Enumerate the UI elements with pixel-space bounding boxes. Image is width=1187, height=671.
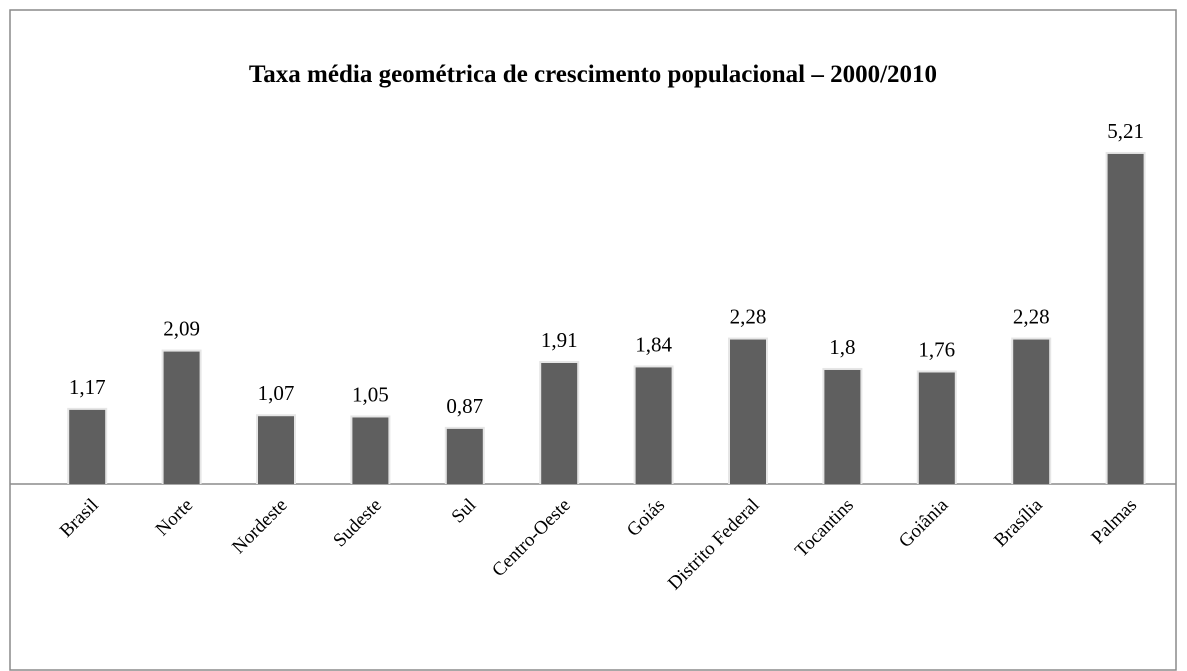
bar <box>541 363 578 484</box>
value-label: 1,8 <box>829 335 855 359</box>
bar <box>163 351 200 484</box>
value-label: 2,09 <box>163 317 200 341</box>
value-label: 0,87 <box>446 394 483 418</box>
bar <box>352 417 389 484</box>
value-label: 1,76 <box>918 338 955 362</box>
bar <box>918 372 955 484</box>
value-label: 1,07 <box>258 381 295 405</box>
bar <box>446 428 483 484</box>
value-label: 1,91 <box>541 328 578 352</box>
bar <box>824 369 861 484</box>
bar <box>258 416 294 484</box>
chart-frame <box>9 9 1177 671</box>
value-label: 5,21 <box>1107 119 1144 143</box>
value-label: 1,17 <box>69 375 106 399</box>
bar <box>1013 339 1050 484</box>
bar <box>1107 153 1144 484</box>
bar <box>730 339 766 484</box>
bar <box>635 367 672 484</box>
chart-title: Taxa média geométrica de crescimento pop… <box>249 61 937 88</box>
value-label: 1,05 <box>352 382 389 406</box>
value-label: 2,28 <box>1013 305 1050 329</box>
bar <box>69 409 106 484</box>
value-label: 2,28 <box>730 305 767 329</box>
value-label: 1,84 <box>635 332 672 356</box>
